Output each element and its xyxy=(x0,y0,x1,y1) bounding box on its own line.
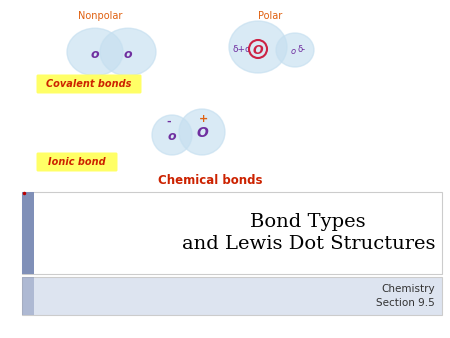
Text: Polar: Polar xyxy=(258,11,282,21)
FancyBboxPatch shape xyxy=(36,152,117,171)
Text: O: O xyxy=(253,44,263,56)
Text: O: O xyxy=(196,126,208,140)
Text: δ+o: δ+o xyxy=(233,46,251,54)
Text: -: - xyxy=(166,117,171,127)
Text: Ionic bond: Ionic bond xyxy=(48,157,106,167)
Ellipse shape xyxy=(276,33,314,67)
Text: o: o xyxy=(91,48,99,61)
FancyBboxPatch shape xyxy=(22,192,34,274)
Ellipse shape xyxy=(100,28,156,76)
Text: Chemical bonds: Chemical bonds xyxy=(158,173,262,187)
Text: Bond Types
and Lewis Dot Structures: Bond Types and Lewis Dot Structures xyxy=(181,213,435,253)
Text: o: o xyxy=(168,129,176,143)
FancyBboxPatch shape xyxy=(22,277,34,315)
Ellipse shape xyxy=(179,109,225,155)
Ellipse shape xyxy=(67,28,123,76)
Text: δ-: δ- xyxy=(298,45,306,53)
FancyBboxPatch shape xyxy=(22,192,442,274)
FancyBboxPatch shape xyxy=(36,74,141,94)
Text: Chemistry
Section 9.5: Chemistry Section 9.5 xyxy=(376,284,435,308)
Ellipse shape xyxy=(229,21,287,73)
Text: o: o xyxy=(124,48,132,61)
FancyBboxPatch shape xyxy=(22,277,442,315)
Text: o: o xyxy=(290,47,296,55)
Text: +: + xyxy=(199,114,209,124)
Text: Nonpolar: Nonpolar xyxy=(78,11,122,21)
Text: Covalent bonds: Covalent bonds xyxy=(46,79,132,89)
Ellipse shape xyxy=(152,115,192,155)
